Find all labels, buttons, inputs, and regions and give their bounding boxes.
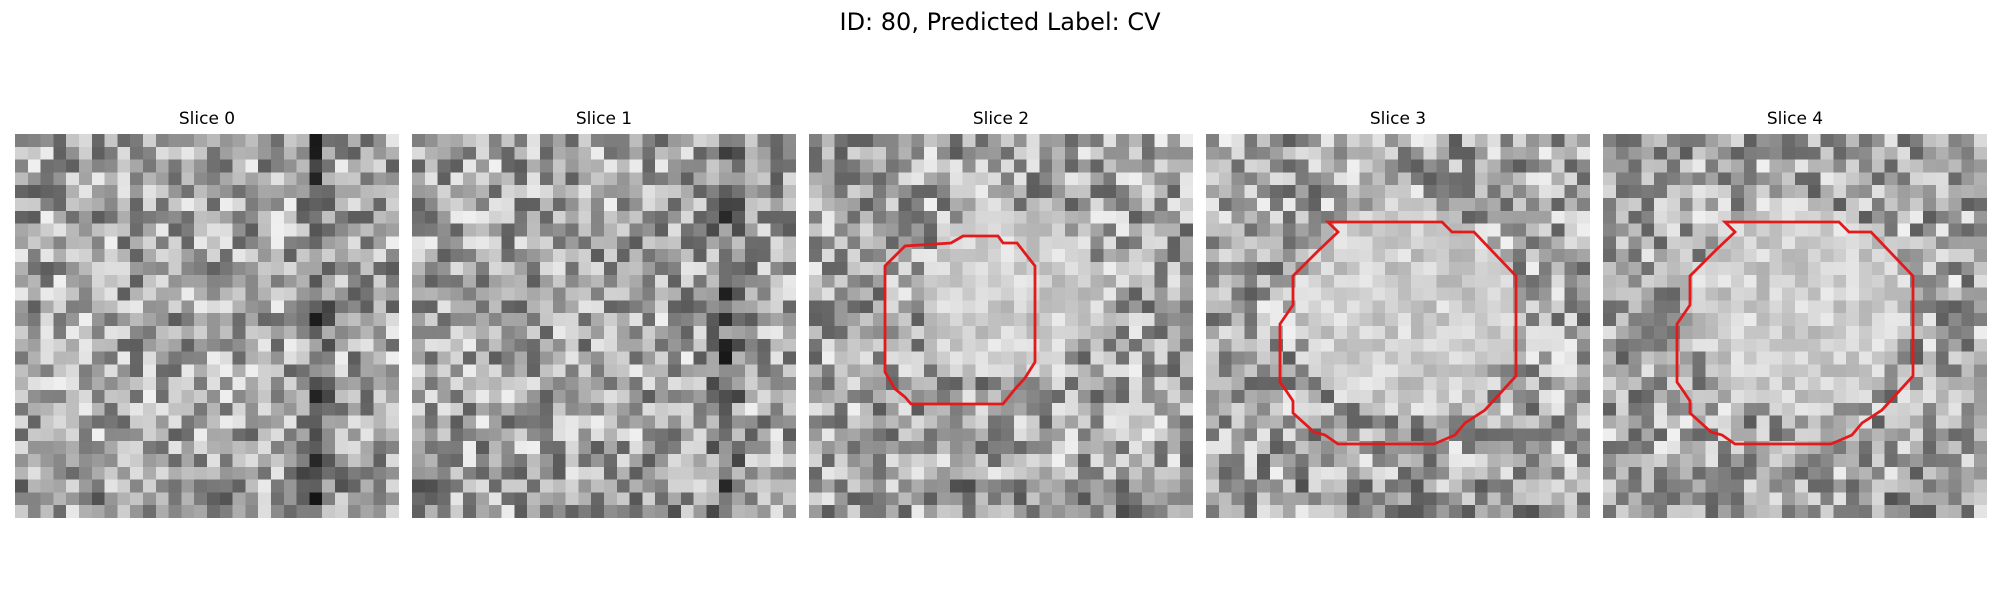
slice-image-0 <box>15 134 399 518</box>
slice-title-0: Slice 0 <box>178 109 236 129</box>
slice-image-1 <box>412 134 796 518</box>
slice-title-2: Slice 2 <box>972 109 1030 129</box>
lesion-contour-4 <box>1675 220 1915 446</box>
slice-title-4: Slice 4 <box>1766 109 1824 129</box>
figure-title: ID: 80, Predicted Label: CV <box>839 8 1161 36</box>
slice-image-4 <box>1603 134 1987 518</box>
slice-title-3: Slice 3 <box>1369 109 1427 129</box>
slice-image-2 <box>809 134 1193 518</box>
lesion-contour-2 <box>883 234 1037 406</box>
lesion-contour-3 <box>1278 220 1518 446</box>
slice-image-3 <box>1206 134 1590 518</box>
slice-title-1: Slice 1 <box>575 109 633 129</box>
